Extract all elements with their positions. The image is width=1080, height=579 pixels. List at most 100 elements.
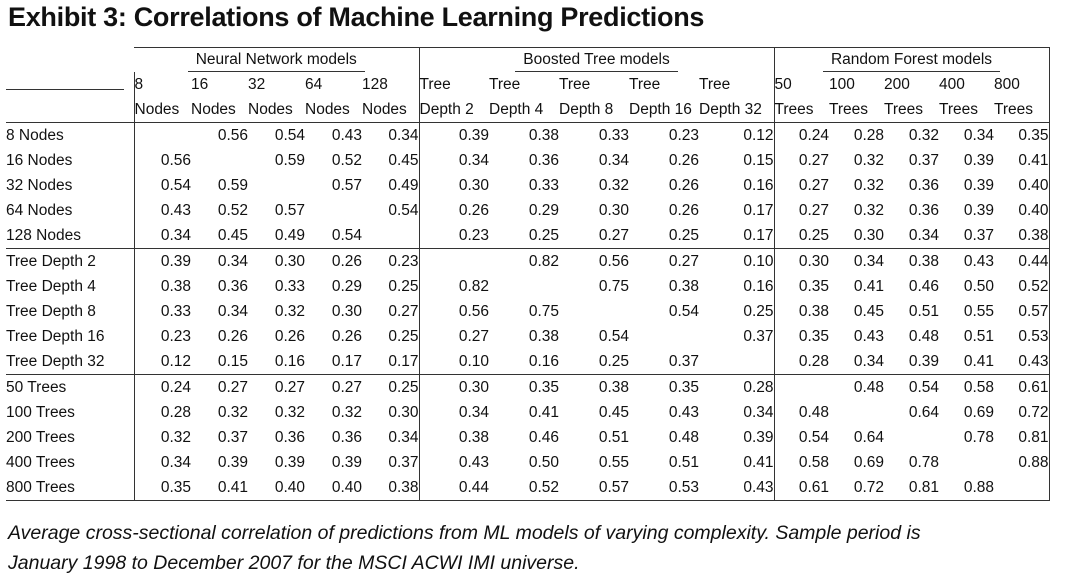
- table-cell: 0.27: [388, 303, 419, 320]
- table-cell: 0.69: [963, 404, 994, 421]
- table-cell: 0.38: [362, 475, 419, 501]
- table-cell: 0.43: [994, 349, 1050, 375]
- table-cell: 0.17: [331, 353, 362, 370]
- column-header-line1: 50: [773, 72, 829, 97]
- diagonal-cell: [829, 400, 884, 425]
- table-cell: 0.15: [217, 353, 248, 370]
- row-label: Tree Depth 8: [6, 303, 96, 320]
- table-cell: 0.44: [994, 248, 1050, 274]
- table-cell: 0.46: [528, 429, 559, 446]
- column-header-line2: Trees: [994, 97, 1050, 123]
- table-cell: 0.48: [668, 429, 699, 446]
- column-header-line1: 64: [305, 76, 323, 93]
- table-row: 64 Nodes 0.43 0.52 0.57 0.54 0.26 0.29 0.30 0.26…: [6, 198, 1050, 223]
- table-cell: 0.30: [853, 227, 884, 244]
- table-cell: 0.41: [963, 353, 994, 370]
- table-cell: 0.36: [908, 202, 939, 219]
- diagonal-cell: [884, 425, 939, 450]
- row-label: 800 Trees: [6, 475, 134, 501]
- table-cell: 0.16: [274, 353, 305, 370]
- row-label: Tree Depth 4: [6, 278, 96, 295]
- table-cell: 0.25: [362, 374, 419, 400]
- table-cell: 0.75: [598, 278, 629, 295]
- table-cell: 0.51: [598, 429, 629, 446]
- table-cell: 0.54: [598, 328, 629, 345]
- table-cell: 0.75: [528, 303, 559, 320]
- table-cell: 0.25: [388, 278, 419, 295]
- table-cell: 0.16: [743, 278, 774, 295]
- column-header-line1: 128: [362, 76, 388, 93]
- table-cell: 0.54: [668, 303, 699, 320]
- table-cell: 0.28: [699, 374, 774, 400]
- table-cell: 0.27: [773, 148, 829, 173]
- table-cell: 0.32: [331, 404, 362, 421]
- table-cell: 0.32: [908, 127, 939, 144]
- group-header-label: Boosted Tree models: [515, 49, 678, 72]
- table-cell: 0.26: [668, 152, 699, 169]
- table-cell: 0.30: [418, 374, 489, 400]
- table-cell: 0.51: [963, 328, 994, 345]
- table-cell: 0.24: [133, 374, 191, 400]
- table-cell: 0.38: [528, 127, 559, 144]
- table-cell: 0.52: [994, 274, 1050, 299]
- table-cell: 0.40: [305, 475, 362, 501]
- table-cell: 0.54: [274, 127, 305, 144]
- table-cell: 0.39: [963, 202, 994, 219]
- table-cell: 0.52: [331, 152, 362, 169]
- table-cell: 0.40: [994, 198, 1050, 223]
- table-cell: 0.36: [908, 177, 939, 194]
- table-cell: 0.56: [217, 127, 248, 144]
- table-cell: 0.16: [743, 177, 774, 194]
- table-cell: 0.43: [699, 475, 774, 501]
- group-header-label: Random Forest models: [822, 49, 1001, 72]
- table-cell: 0.37: [217, 429, 248, 446]
- table-cell: 0.30: [598, 202, 629, 219]
- table-cell: 0.34: [217, 303, 248, 320]
- column-header-line2: Trees: [884, 97, 939, 123]
- column-header-line2: Trees: [773, 97, 829, 123]
- table-cell: 0.35: [773, 274, 829, 299]
- corner-cell: [6, 97, 134, 123]
- table-cell: 0.26: [274, 328, 305, 345]
- table-row: 200 Trees 0.32 0.37 0.36 0.36 0.34 0.38 0.46 0.5…: [6, 425, 1050, 450]
- row-label: Tree Depth 32: [6, 353, 105, 370]
- table-cell: 0.57: [994, 299, 1050, 324]
- table-row: Tree Depth 8 0.33 0.34 0.32 0.30 0.27 0.56 0.75…: [6, 299, 1050, 324]
- table-cell: 0.61: [994, 374, 1050, 400]
- table-cell: 0.27: [248, 374, 305, 400]
- table-cell: 0.34: [418, 400, 489, 425]
- table-cell: 0.36: [528, 152, 559, 169]
- table-cell: 0.58: [939, 374, 994, 400]
- table-cell: 0.56: [133, 148, 191, 173]
- column-header-line1: 800: [994, 72, 1050, 97]
- diagonal-cell: [939, 450, 994, 475]
- table-cell: 0.57: [274, 202, 305, 219]
- table-cell: 0.59: [274, 152, 305, 169]
- table-cell: 0.39: [331, 454, 362, 471]
- diagonal-cell: [418, 248, 489, 274]
- corner-cell: [6, 72, 134, 97]
- table-cell: 0.23: [133, 324, 191, 349]
- table-cell: 0.54: [331, 227, 362, 244]
- table-cell: 0.34: [829, 248, 884, 274]
- table-cell: 0.41: [528, 404, 559, 421]
- table-cell: 0.30: [248, 248, 305, 274]
- table-cell: 0.88: [939, 475, 994, 501]
- table-cell: 0.33: [274, 278, 305, 295]
- table-row: 800 Trees 0.35 0.41 0.40 0.40 0.38 0.44 0.52 0.5…: [6, 475, 1050, 501]
- table-cell: 0.41: [853, 278, 884, 295]
- table-cell: 0.43: [668, 404, 699, 421]
- column-header-line2: Depth 32: [699, 97, 774, 123]
- table-cell: 0.33: [598, 127, 629, 144]
- column-header-line1: Tree: [559, 76, 591, 93]
- column-header-line2: Trees: [829, 97, 884, 123]
- table-cell: 0.32: [274, 303, 305, 320]
- table-cell: 0.10: [418, 349, 489, 375]
- column-header-line1: 32: [248, 76, 266, 93]
- group-header: Random Forest models: [773, 47, 1050, 72]
- table-cell: 0.44: [418, 475, 489, 501]
- table-cell: 0.28: [773, 349, 829, 375]
- table-cell: 0.41: [743, 454, 774, 471]
- group-header-row: Neural Network models Boosted Tree models…: [6, 47, 1050, 72]
